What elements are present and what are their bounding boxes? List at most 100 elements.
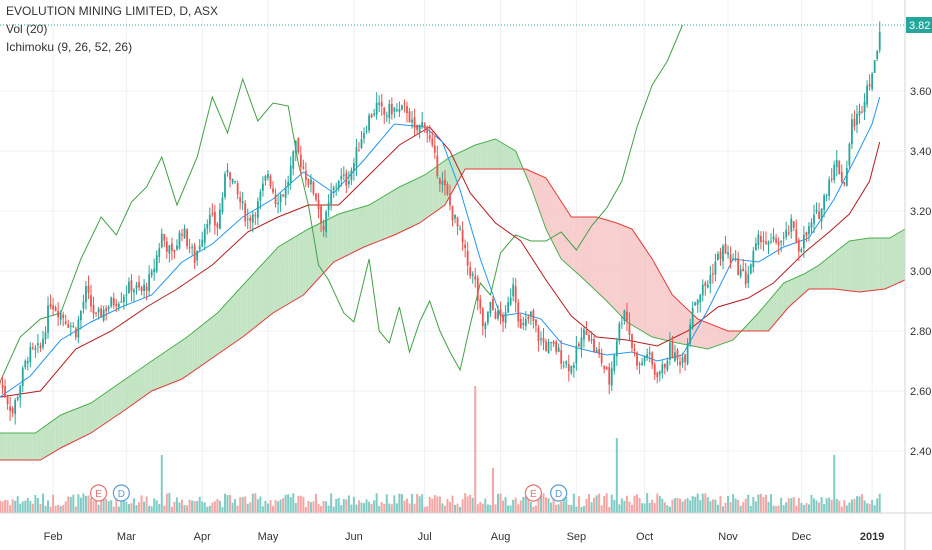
volume-bar bbox=[428, 496, 431, 513]
candle-body bbox=[760, 235, 762, 243]
ichimoku-cloud-segment bbox=[369, 203, 372, 245]
ichimoku-cloud-segment bbox=[290, 238, 294, 303]
volume-bar bbox=[31, 503, 34, 513]
volume-bar bbox=[239, 497, 242, 513]
ichimoku-cloud-segment bbox=[70, 410, 74, 443]
candle-body bbox=[711, 273, 714, 275]
ichimoku-cloud-segment bbox=[816, 265, 820, 289]
candle-body bbox=[158, 248, 161, 257]
ichimoku-cloud-segment bbox=[2, 433, 6, 460]
candle-body bbox=[19, 385, 22, 398]
ichimoku-cloud-segment bbox=[631, 229, 635, 327]
candle-body bbox=[244, 203, 247, 222]
indicator-ichimoku[interactable]: Ichimoku (9, 26, 52, 26) bbox=[6, 40, 133, 54]
earnings-marker[interactable]: E bbox=[524, 484, 542, 502]
ichimoku-cloud-segment bbox=[75, 408, 79, 441]
volume-bar bbox=[580, 506, 583, 513]
volume-bar bbox=[855, 496, 858, 513]
candle-body bbox=[653, 364, 656, 375]
candle-body bbox=[588, 335, 590, 341]
volume-bar bbox=[57, 504, 60, 513]
ichimoku-cloud-segment bbox=[629, 228, 632, 325]
candle-body bbox=[413, 117, 416, 128]
ichimoku-cloud-segment bbox=[389, 191, 392, 237]
volume-bar bbox=[330, 493, 333, 513]
volume-bar bbox=[132, 498, 135, 513]
ichimoku-cloud-segment bbox=[715, 326, 718, 347]
time-axis-tick-label: Aug bbox=[491, 531, 511, 543]
volume-bar bbox=[448, 501, 451, 513]
dividend-marker[interactable]: D bbox=[550, 484, 568, 502]
ichimoku-cloud-segment bbox=[255, 269, 258, 327]
ichimoku-cloud-segment bbox=[406, 182, 410, 229]
candle-body bbox=[446, 183, 449, 195]
ichimoku-cloud-segment bbox=[85, 404, 89, 436]
ichimoku-cloud-segment bbox=[348, 210, 352, 255]
volume-bar bbox=[370, 504, 373, 513]
ichimoku-cloud-segment bbox=[58, 415, 61, 450]
candle-body bbox=[595, 349, 598, 353]
price-axis-tick-label: 2.40 bbox=[910, 446, 931, 458]
dividend-marker[interactable]: D bbox=[112, 484, 130, 502]
candle-body bbox=[628, 322, 631, 336]
ichimoku-cloud-segment bbox=[394, 188, 397, 235]
ichimoku-cloud-segment bbox=[151, 359, 155, 391]
candle-body bbox=[583, 328, 585, 340]
candle-body bbox=[325, 211, 328, 233]
volume-bar bbox=[72, 494, 75, 513]
ichimoku-cloud-segment bbox=[720, 328, 723, 345]
volume-bar bbox=[423, 506, 426, 513]
candle-body bbox=[524, 319, 527, 327]
ichimoku-cloud-segment bbox=[758, 310, 761, 331]
volume-bar bbox=[714, 499, 717, 513]
volume-bar bbox=[476, 504, 479, 513]
candle-body bbox=[203, 228, 206, 243]
volume-bar bbox=[274, 499, 277, 513]
earnings-marker[interactable]: E bbox=[89, 484, 108, 502]
candle-body bbox=[133, 289, 135, 293]
candle-body bbox=[138, 281, 140, 288]
candle-body bbox=[355, 147, 358, 166]
candle-body bbox=[830, 178, 833, 180]
ichimoku-cloud-segment bbox=[217, 310, 220, 355]
indicator-volume[interactable]: Vol (20) bbox=[6, 22, 48, 36]
ichimoku-cloud-segment bbox=[626, 227, 630, 324]
candle-body bbox=[406, 106, 408, 114]
candle-body bbox=[299, 154, 302, 167]
candle-body bbox=[808, 226, 810, 235]
volume-bar bbox=[87, 495, 90, 513]
ichimoku-cloud-segment bbox=[685, 307, 688, 345]
candle-body bbox=[691, 308, 694, 328]
ichimoku-cloud-segment bbox=[227, 299, 231, 348]
ichimoku-cloud-segment bbox=[490, 139, 493, 169]
candle-body bbox=[90, 295, 92, 307]
candle-body bbox=[39, 346, 42, 349]
volume-bar bbox=[608, 506, 611, 513]
volume-bar bbox=[527, 498, 530, 513]
volume-bar bbox=[719, 495, 722, 513]
volume-bar bbox=[148, 505, 151, 513]
volume-bar bbox=[34, 494, 37, 513]
ichimoku-cloud-segment bbox=[144, 364, 147, 397]
volume-bar bbox=[443, 505, 446, 513]
ichimoku-cloud-segment bbox=[396, 187, 400, 234]
volume-bar bbox=[79, 497, 82, 513]
candle-body bbox=[310, 179, 312, 185]
volume-bar bbox=[282, 498, 285, 513]
volume-bar bbox=[82, 493, 85, 513]
volume-bar bbox=[62, 505, 65, 513]
candle-body bbox=[378, 102, 381, 105]
volume-bar bbox=[757, 494, 760, 513]
ichimoku-cloud-segment bbox=[146, 362, 150, 395]
price-axis-tick-label: 3.00 bbox=[910, 266, 931, 278]
volume-bar bbox=[347, 495, 350, 513]
ichimoku-cloud-segment bbox=[859, 239, 863, 292]
candle-body bbox=[739, 269, 742, 277]
candle-body bbox=[219, 209, 221, 229]
candle-body bbox=[224, 173, 226, 198]
candle-body bbox=[878, 31, 881, 51]
volume-bar bbox=[547, 498, 550, 513]
ichimoku-cloud-segment bbox=[649, 255, 653, 337]
